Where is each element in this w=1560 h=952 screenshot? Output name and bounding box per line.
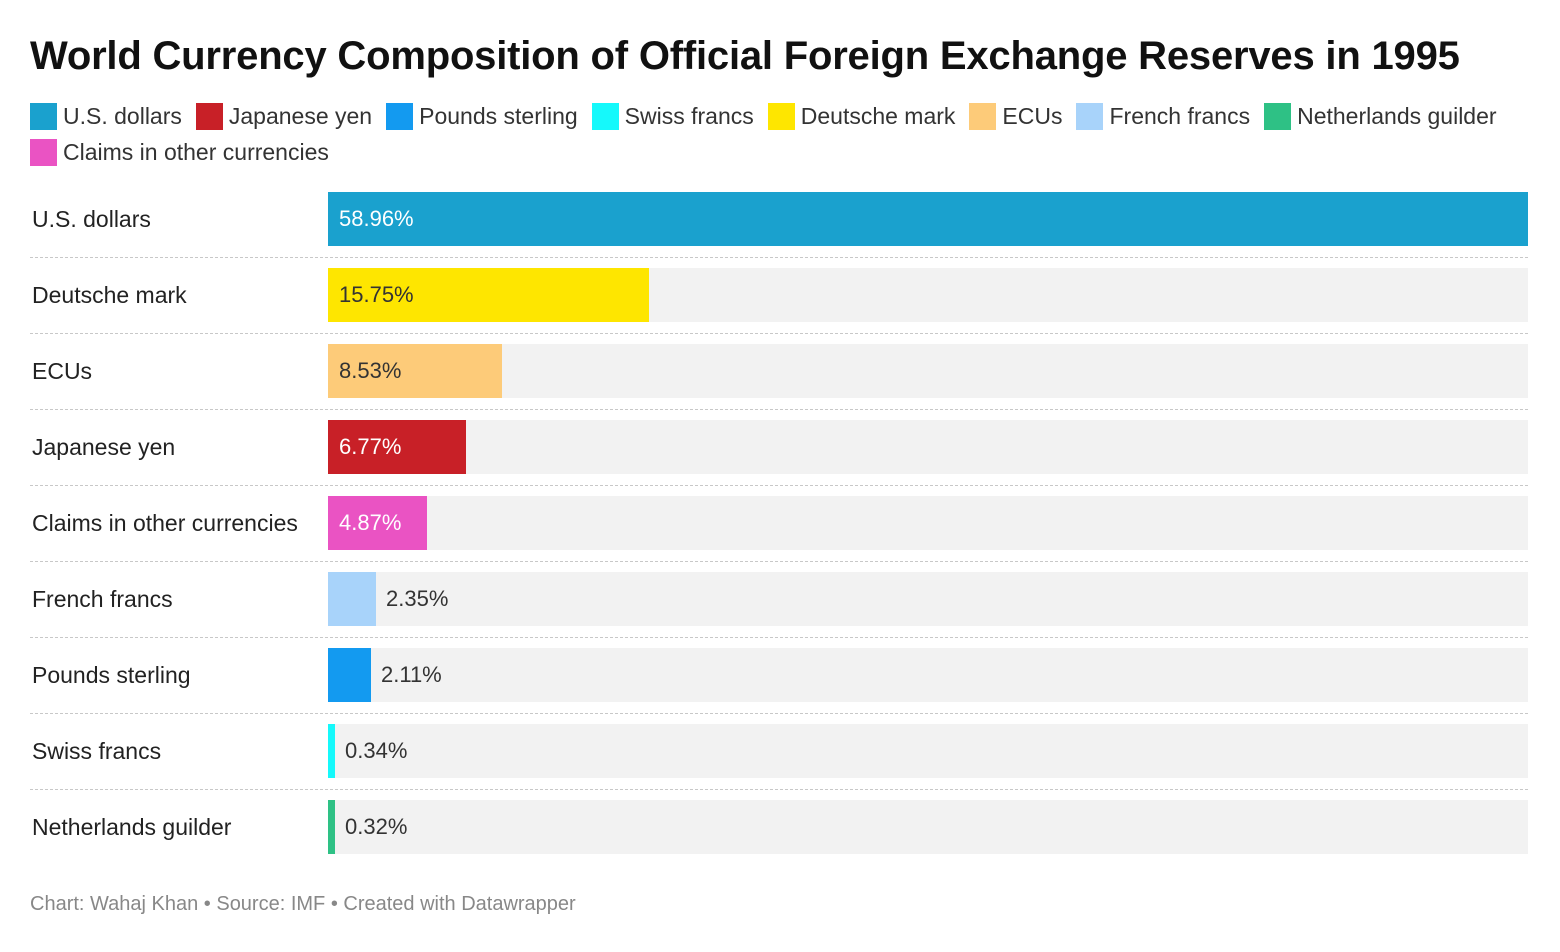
bar — [328, 268, 649, 322]
bar — [328, 496, 427, 550]
bar-track: 2.35% — [328, 572, 1528, 626]
category-label: ECUs — [32, 358, 93, 384]
legend-label: Netherlands guilder — [1297, 103, 1497, 129]
row-divider — [30, 409, 1528, 410]
legend-swatch — [1264, 103, 1292, 130]
bar-track: 15.75% — [328, 268, 1528, 322]
row-divider — [30, 333, 1528, 334]
bar-track: 0.34% — [328, 724, 1528, 778]
legend-swatch — [969, 103, 997, 130]
row-divider — [30, 485, 1528, 486]
legend-item: Pounds sterling — [386, 98, 578, 134]
legend-label: U.S. dollars — [63, 103, 182, 129]
bar-row: ECUs 8.53% — [30, 332, 1528, 408]
bar-row: Japanese yen 6.77% — [30, 408, 1528, 484]
legend-label: Claims in other currencies — [63, 139, 329, 165]
legend-label: French francs — [1109, 103, 1251, 129]
bar-track: 0.32% — [328, 800, 1528, 854]
legend-item: French francs — [1076, 98, 1250, 134]
bar-track: 58.96% — [328, 192, 1528, 246]
chart-title: World Currency Composition of Official F… — [30, 34, 1460, 78]
legend-label: Deutsche mark — [800, 103, 956, 129]
legend-swatch — [591, 103, 619, 130]
bar-row: Deutsche mark 15.75% — [30, 256, 1528, 332]
bar-value-label: 6.77% — [339, 434, 402, 459]
legend-item: Swiss francs — [591, 98, 754, 134]
bar-row: Netherlands guilder 0.32% — [30, 788, 1528, 864]
bar-track: 4.87% — [328, 496, 1528, 550]
bar — [328, 572, 376, 626]
legend-item: Japanese yen — [195, 98, 373, 134]
legend-label: Japanese yen — [228, 103, 373, 129]
legend-swatch — [1076, 103, 1104, 130]
legend-item: Claims in other currencies — [30, 134, 329, 170]
legend-item: ECUs — [969, 98, 1062, 134]
legend-item: Deutsche mark — [767, 98, 956, 134]
bar-row: Pounds sterling 2.11% — [30, 636, 1528, 712]
bar-value-label: 2.11% — [381, 662, 442, 687]
bar — [328, 724, 335, 778]
legend-label: Pounds sterling — [419, 103, 578, 129]
category-label: Pounds sterling — [32, 662, 191, 688]
chart-legend: U.S. dollars Japanese yen Pounds sterling S… — [30, 98, 1530, 170]
bar — [328, 800, 335, 854]
bar-row: Claims in other currencies 4.87% — [30, 484, 1528, 560]
category-label: Netherlands guilder — [32, 814, 232, 840]
bar-row: Swiss francs 0.34% — [30, 712, 1528, 788]
row-divider — [30, 637, 1528, 638]
bar-row: French francs 2.35% — [30, 560, 1528, 636]
bar-value-label: 4.87% — [339, 510, 402, 535]
bar-value-label: 8.53% — [339, 358, 402, 383]
category-label: Claims in other currencies — [32, 510, 298, 536]
legend-swatch — [386, 103, 414, 130]
category-label: U.S. dollars — [32, 206, 151, 232]
category-label: Swiss francs — [32, 738, 162, 764]
category-label: Japanese yen — [32, 434, 176, 460]
legend-swatch — [30, 103, 57, 130]
legend-label: Swiss francs — [624, 103, 754, 129]
row-divider — [30, 789, 1528, 790]
bar-track: 2.11% — [328, 648, 1528, 702]
bar-row: U.S. dollars 58.96% — [30, 180, 1528, 256]
bar-value-label: 0.34% — [345, 738, 408, 763]
bar — [328, 192, 1528, 246]
bar-track: 6.77% — [328, 420, 1528, 474]
category-label: French francs — [32, 586, 173, 612]
bar-value-label: 0.32% — [345, 814, 408, 839]
category-label: Deutsche mark — [32, 282, 187, 308]
bar-value-label: 15.75% — [339, 282, 414, 307]
bar — [328, 344, 502, 398]
legend-label: ECUs — [1002, 103, 1063, 129]
row-divider — [30, 561, 1528, 562]
legend-swatch — [195, 103, 223, 130]
bar — [328, 420, 466, 474]
row-divider — [30, 713, 1528, 714]
legend-swatch — [767, 103, 795, 130]
bar-chart: U.S. dollars 58.96% Deutsche mark 15.75% ECU… — [30, 180, 1528, 864]
legend-item: Netherlands guilder — [1264, 98, 1497, 134]
bar — [328, 648, 371, 702]
bar-value-label: 2.35% — [386, 586, 449, 611]
chart-footer: Chart: Wahaj Khan • Source: IMF • Create… — [30, 893, 576, 915]
bar-track: 8.53% — [328, 344, 1528, 398]
row-divider — [30, 257, 1528, 258]
bar-value-label: 58.96% — [339, 206, 414, 231]
legend-item: U.S. dollars — [30, 98, 182, 134]
legend-swatch — [30, 139, 57, 166]
